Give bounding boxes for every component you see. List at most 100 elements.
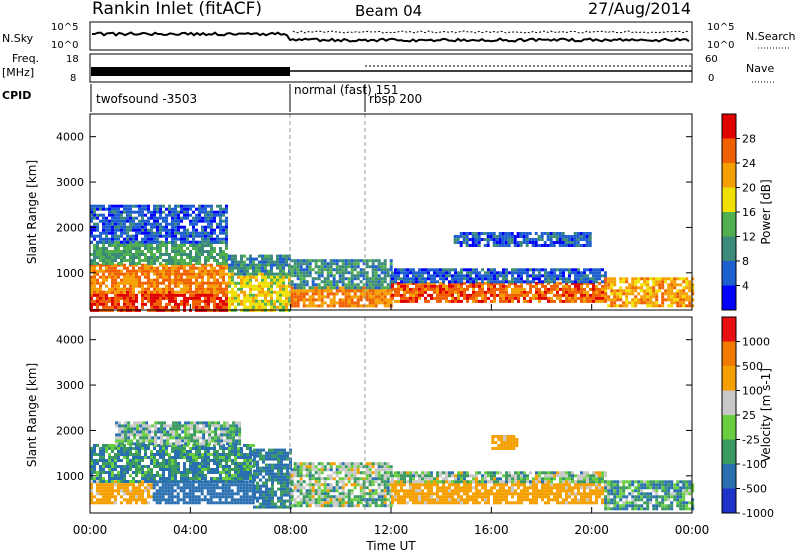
- heatmap-cell-3: [133, 421, 136, 424]
- heatmap-cell-2: [102, 262, 105, 265]
- heatmap-cell-7: [318, 268, 321, 271]
- heatmap-cell-2: [195, 253, 198, 256]
- heatmap-cell-9: [529, 274, 532, 277]
- heatmap-cell-2: [111, 250, 114, 253]
- heatmap-cell-3: [219, 229, 222, 232]
- heatmap-cell-2: [159, 492, 162, 495]
- heatmap-cell-3: [177, 223, 180, 226]
- heatmap-cell-1: [141, 447, 144, 450]
- heatmap-cell-1: [201, 270, 204, 273]
- heatmap-cell-1: [246, 465, 249, 468]
- heatmap-cell-9: [535, 274, 538, 277]
- heatmap-cell-1: [114, 285, 117, 288]
- heatmap-cell-2: [240, 483, 243, 486]
- heatmap-cell-8: [445, 300, 448, 303]
- heatmap-cell-1: [150, 453, 153, 456]
- heatmap-cell-11: [568, 238, 571, 241]
- heatmap-cell-7: [345, 271, 348, 274]
- heatmap-cell-3: [211, 424, 214, 427]
- heatmap-cell-8: [574, 288, 577, 291]
- nave-tick-low: 0: [708, 73, 714, 84]
- heatmap-cell-8: [592, 297, 595, 300]
- heatmap-cell-2: [171, 486, 174, 489]
- heatmap-cell-1: [195, 276, 198, 279]
- heatmap-cell-1: [126, 279, 129, 282]
- heatmap-cell-4: [261, 285, 264, 288]
- heatmap-cell-3: [126, 235, 129, 238]
- heatmap-cell-2: [183, 253, 186, 256]
- heatmap-cell-11: [484, 244, 487, 247]
- heatmap-cell-9: [457, 277, 460, 280]
- heatmap-cell-2: [225, 486, 228, 489]
- heatmap-cell-0: [189, 294, 192, 297]
- heatmap-cell-7: [327, 268, 330, 271]
- heatmap-cell-7: [297, 283, 300, 286]
- heatmap-cell-1: [144, 264, 147, 267]
- heatmap-cell-8: [559, 282, 562, 285]
- heatmap-cell-2: [207, 259, 210, 262]
- heatmap-cell-3: [168, 211, 171, 214]
- heatmap-cell-11: [589, 232, 592, 235]
- heatmap-cell-11: [505, 235, 508, 238]
- heatmap-cell-3: [133, 433, 136, 436]
- heatmap-cell-3: [111, 211, 114, 214]
- heatmap-cell-1: [129, 285, 132, 288]
- heatmap-cell-7: [354, 274, 357, 277]
- heatmap-cell-3: [189, 241, 192, 244]
- heatmap-cell-11: [481, 232, 484, 235]
- heatmap-cell-3: [126, 220, 129, 223]
- heatmap-cell-3: [204, 214, 207, 217]
- heatmap-cell-0: [207, 294, 210, 297]
- heatmap-cell-10: [613, 301, 616, 304]
- heatmap-cell-0: [156, 306, 159, 309]
- heatmap-cell-2: [201, 483, 204, 486]
- heatmap-cell-1: [99, 447, 102, 450]
- heatmap-cell-7: [303, 268, 306, 271]
- heatmap-cell-1: [93, 270, 96, 273]
- heatmap-cell-3: [148, 439, 151, 442]
- heatmap-cell-1: [126, 453, 129, 456]
- heatmap-cell-8: [451, 291, 454, 294]
- heatmap-cell-3: [196, 439, 199, 442]
- heatmap-cell-0: [159, 300, 162, 303]
- heatmap-cell-1: [213, 282, 216, 285]
- heatmap-cell-8: [604, 300, 607, 303]
- heatmap-cell-9: [487, 271, 490, 274]
- heatmap-cell-8: [511, 294, 514, 297]
- heatmap-cell-11: [487, 244, 490, 247]
- heatmap-cell-2: [141, 250, 144, 253]
- heatmap-cell-3: [123, 208, 126, 211]
- heatmap-cell-0: [138, 486, 141, 489]
- heatmap-cell-7: [348, 265, 351, 268]
- heatmap-cell-3: [208, 430, 211, 433]
- heatmap-cell-1: [147, 288, 150, 291]
- heatmap-cell-7: [366, 277, 369, 280]
- heatmap-cell-10: [634, 295, 637, 298]
- heatmap-cell-2: [177, 262, 180, 265]
- heatmap-cell-2: [177, 244, 180, 247]
- heatmap-cell-9: [421, 280, 424, 283]
- heatmap-cell-1: [246, 474, 249, 477]
- heatmap-cell-3: [184, 427, 187, 430]
- heatmap-cell-7: [321, 286, 324, 289]
- heatmap-cell-9: [508, 280, 511, 283]
- heatmap-cell-0: [117, 297, 120, 300]
- heatmap-cell-4: [246, 300, 249, 303]
- heatmap-cell-1: [150, 477, 153, 480]
- heatmap-cell-3: [162, 217, 165, 220]
- heatmap-cell-1: [117, 285, 120, 288]
- heatmap-cell-2: [225, 492, 228, 495]
- heatmap-cell-5: [270, 258, 273, 261]
- heatmap-cell-3: [160, 436, 163, 439]
- heatmap-cell-3: [108, 223, 111, 226]
- heatmap-cell-1: [96, 273, 99, 276]
- heatmap-cell-3: [201, 241, 204, 244]
- heatmap-cell-0: [153, 294, 156, 297]
- heatmap-cell-3: [163, 421, 166, 424]
- heatmap-cell-9: [553, 280, 556, 283]
- heatmap-cell-1: [201, 474, 204, 477]
- heatmap-cell-1: [207, 285, 210, 288]
- heatmap-cell-3: [153, 220, 156, 223]
- heatmap-cell-1: [234, 459, 237, 462]
- heatmap-cell-9: [469, 271, 472, 274]
